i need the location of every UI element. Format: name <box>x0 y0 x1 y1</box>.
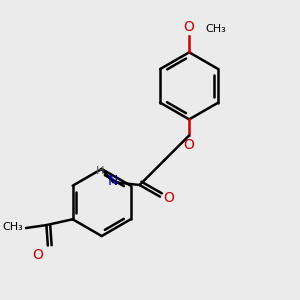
Text: O: O <box>184 138 195 152</box>
Text: O: O <box>163 191 174 205</box>
Text: CH₃: CH₃ <box>2 222 23 232</box>
Text: O: O <box>184 20 195 34</box>
Text: N: N <box>108 174 119 188</box>
Text: H: H <box>96 166 104 176</box>
Text: O: O <box>33 248 44 262</box>
Text: CH₃: CH₃ <box>205 24 226 34</box>
